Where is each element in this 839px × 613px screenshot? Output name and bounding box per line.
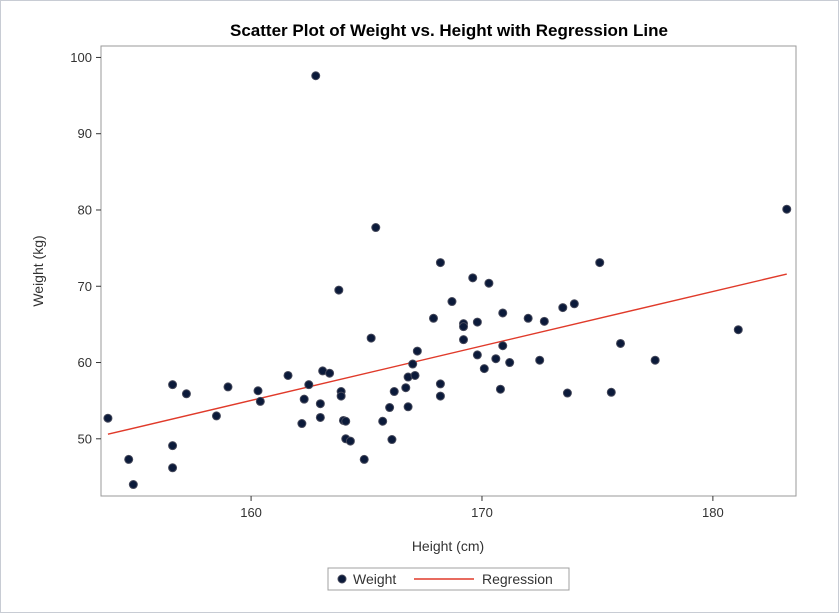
data-point	[650, 355, 660, 365]
data-point	[181, 389, 191, 399]
data-point	[168, 441, 178, 451]
data-point	[410, 370, 420, 380]
data-point	[428, 313, 438, 323]
y-tick-label: 70	[78, 279, 92, 294]
data-point	[341, 416, 351, 426]
regression-layer	[107, 273, 787, 435]
data-point	[412, 346, 422, 356]
chart-title: Scatter Plot of Weight vs. Height with R…	[230, 21, 668, 40]
data-point	[299, 394, 309, 404]
data-point	[558, 303, 568, 313]
data-point	[408, 359, 418, 369]
data-point	[371, 223, 381, 233]
data-point	[535, 355, 545, 365]
y-tick-label: 80	[78, 202, 92, 217]
data-point	[505, 358, 515, 368]
data-point	[345, 436, 355, 446]
data-point	[315, 399, 325, 409]
y-axis: 50 60 70 80 90 100	[70, 50, 101, 446]
data-point	[459, 322, 469, 332]
data-point	[491, 354, 501, 364]
plot-area	[100, 45, 797, 497]
data-point	[359, 454, 369, 464]
data-point	[401, 383, 411, 393]
data-point	[124, 454, 134, 464]
x-tick-label: 180	[702, 505, 724, 520]
y-tick-label: 90	[78, 126, 92, 141]
data-point	[484, 278, 494, 288]
data-point	[606, 387, 616, 397]
data-point	[435, 258, 445, 268]
data-point	[223, 382, 233, 392]
data-point	[435, 391, 445, 401]
data-point	[336, 391, 346, 401]
x-tick-label: 170	[471, 505, 493, 520]
x-axis-label: Height (cm)	[412, 538, 484, 554]
data-point	[468, 273, 478, 283]
data-point	[283, 370, 293, 380]
data-point	[479, 364, 489, 374]
data-point	[435, 379, 445, 389]
data-point	[562, 388, 572, 398]
data-point	[498, 341, 508, 351]
data-point	[539, 316, 549, 326]
points-layer	[103, 71, 792, 490]
x-tick-label: 160	[240, 505, 262, 520]
data-point	[616, 338, 626, 348]
data-point	[168, 380, 178, 390]
data-point	[459, 335, 469, 345]
x-axis: 160 170 180	[240, 496, 724, 520]
data-point	[733, 325, 743, 335]
data-point	[366, 333, 376, 343]
data-point	[387, 435, 397, 445]
data-point	[523, 313, 533, 323]
data-point	[128, 480, 138, 490]
data-point	[304, 380, 314, 390]
data-point	[472, 317, 482, 327]
legend: Weight Regression	[327, 567, 570, 591]
data-point	[472, 350, 482, 360]
data-point	[325, 368, 335, 378]
data-point	[315, 412, 325, 422]
data-point	[297, 419, 307, 429]
data-point	[389, 387, 399, 397]
data-point	[447, 297, 457, 307]
data-point	[385, 403, 395, 413]
data-point	[498, 308, 508, 318]
data-point	[311, 71, 321, 81]
data-point	[255, 396, 265, 406]
legend-weight-marker	[337, 574, 347, 584]
data-point	[103, 413, 113, 423]
y-tick-label: 50	[78, 431, 92, 446]
data-point	[378, 416, 388, 426]
data-point	[253, 386, 263, 396]
legend-regression-label: Regression	[482, 571, 553, 587]
data-point	[495, 384, 505, 394]
data-point	[334, 285, 344, 295]
data-point	[595, 258, 605, 268]
y-tick-label: 100	[70, 50, 92, 65]
regression-line	[107, 273, 787, 435]
y-tick-label: 60	[78, 355, 92, 370]
data-point	[782, 204, 792, 214]
legend-weight-label: Weight	[353, 571, 396, 587]
data-point	[569, 299, 579, 309]
y-axis-label: Weight (kg)	[30, 235, 46, 306]
data-point	[168, 463, 178, 473]
data-point	[211, 411, 221, 421]
data-point	[403, 402, 413, 412]
